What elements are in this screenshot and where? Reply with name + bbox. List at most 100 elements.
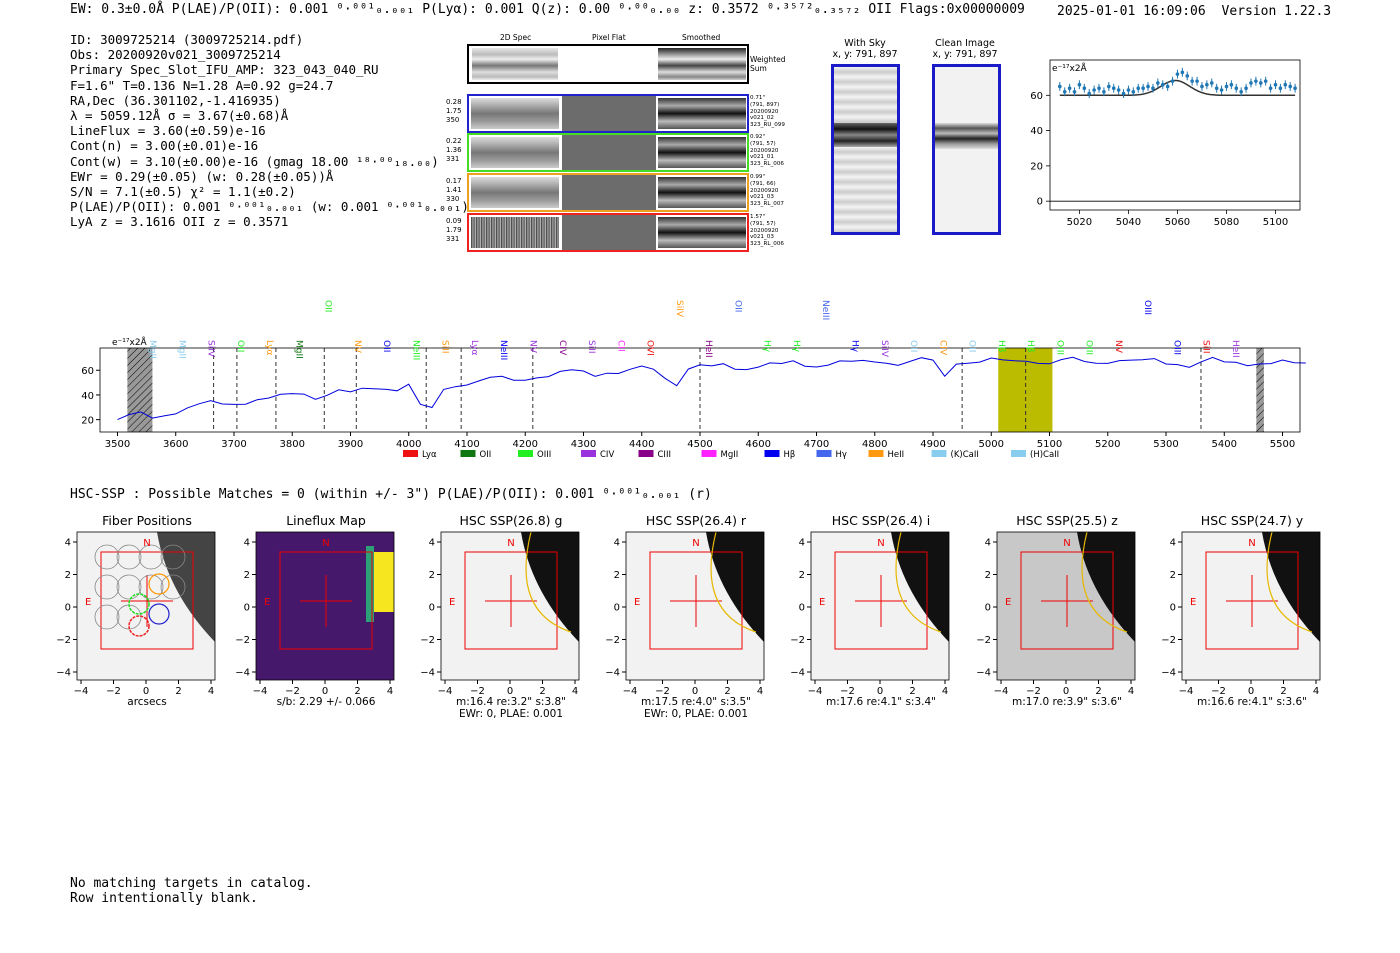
cutout-ytick-label: 4: [65, 538, 71, 549]
cutout-ytick-label: −4: [977, 668, 991, 679]
cutout-caption: s/b: 2.29 +/- 0.066: [236, 696, 416, 708]
hsc-cutout-panel: N E −4 4 −2 2 0 0 2 −2 4 −4: [421, 531, 580, 697]
cutout-xtick-label: 0: [322, 686, 328, 697]
cutout-ytick-label: −2: [791, 635, 805, 646]
footer-line: No matching targets in catalog.: [70, 876, 313, 891]
caption-line: s/b: 2.29 +/- 0.066: [276, 696, 376, 708]
legend-swatch: [931, 450, 947, 457]
emission-line-label: Lyα: [264, 340, 274, 356]
emission-line-label: NV: [528, 340, 538, 354]
cutout-xtick-label: 2: [175, 686, 181, 697]
east-label: E: [819, 597, 825, 608]
legend-swatch: [460, 450, 476, 457]
caption-line: EWr: 0, PLAE: 0.001: [643, 708, 749, 720]
cutout-row-panel: [467, 133, 749, 172]
zoom-data-point: [1136, 86, 1141, 91]
zoom-data-point: [1244, 86, 1248, 91]
cutout-info-line: v021_03: [750, 194, 774, 201]
weighted-sum-panel: [467, 44, 749, 84]
cutout-ytick-label: 4: [985, 538, 991, 549]
cutout-info-line: v021_03: [750, 234, 774, 241]
masked-region: [127, 348, 153, 432]
emission-line-label: SiIV: [206, 340, 216, 358]
zoom-data-point: [1214, 86, 1219, 91]
timestamp: 2025-01-01 16:09:06: [1057, 4, 1206, 19]
legend-label: HeII: [888, 450, 905, 460]
emission-line-label: MgII: [176, 340, 186, 359]
info-line: Obs: 20200920v021_3009725214: [70, 47, 281, 63]
east-label: E: [264, 597, 270, 608]
zoom-data-point: [1170, 79, 1175, 83]
spectrum-unit-label: e⁻¹⁷x2Å: [112, 336, 148, 348]
info-line: Primary Spec_Slot_IFU_AMP: 323_043_040_R…: [70, 62, 379, 78]
legend-label: MgII: [721, 450, 739, 460]
legend-label: CIV: [600, 450, 614, 460]
zoom-data-point: [1224, 84, 1229, 89]
ellipse-overlay: [525, 531, 572, 633]
cutout-xtick-label: 0: [877, 686, 883, 697]
cutout-stat: 0.17: [446, 177, 462, 185]
cutout-title: Fiber Positions: [102, 513, 192, 528]
bright-source: [1262, 532, 1320, 642]
info-line: Cont(n) = 3.00(±0.01)e-16: [70, 138, 259, 154]
weighted-sum-label: Weighted Sum: [750, 55, 786, 73]
info-line: S/N = 7.1(±0.5) χ² = 1.1(±0.2): [70, 183, 296, 199]
cutout-xtick-label: 0: [507, 686, 513, 697]
fiber-circle: [94, 574, 120, 600]
hsc-summary: HSC-SSP : Possible Matches = 0 (within +…: [70, 487, 712, 502]
zoom-data-point: [1268, 86, 1273, 91]
cutout-ytick-label: 2: [429, 570, 435, 581]
cutout-pixel-flat: [562, 215, 656, 250]
cutout-pixel-flat: [562, 96, 656, 131]
ellipse-overlay: [895, 531, 942, 633]
info-line: EWr = 0.29(±0.05) (w: 0.28(±0.05))Å: [70, 168, 334, 184]
emission-line-label: OIII: [1054, 340, 1064, 355]
info-line: RA,Dec (36.301102,-1.416935): [70, 92, 281, 108]
bright-source: [521, 532, 579, 642]
zoom-data-point: [1293, 86, 1297, 91]
zoom-data-point: [1082, 86, 1087, 91]
with-sky-trace: [834, 123, 897, 147]
zoom-xtick-label: 5020: [1067, 217, 1092, 228]
cutout-ytick-label: −2: [236, 635, 250, 646]
weighted-label-line: Weighted: [750, 55, 786, 64]
cutout-xtick-label: −4: [253, 686, 268, 697]
cutout-2d-spec: [471, 98, 559, 129]
zoom-data-point: [1077, 82, 1082, 87]
fiber-circle: [116, 574, 142, 600]
zoom-data-point: [1111, 86, 1116, 91]
bright-source: [1077, 532, 1135, 642]
ellipse-overlay: [1081, 531, 1128, 633]
spectrum-xtick-label: 4300: [571, 439, 596, 450]
cutout-ytick-label: 2: [614, 570, 620, 581]
fiber-circle-highlight: [128, 615, 150, 637]
zoom-data-point: [1180, 70, 1185, 75]
zoom-ytick-label: 0: [1037, 197, 1043, 208]
info-line: LineFlux = 3.60(±0.59)e-16: [70, 123, 266, 139]
legend-swatch: [764, 450, 780, 457]
cutout-title: HSC SSP(25.5) z: [1016, 513, 1118, 528]
spectrum-xtick-label: 4000: [396, 439, 421, 450]
cutout-ytick-label: −2: [977, 635, 991, 646]
north-label: N: [507, 538, 514, 549]
info-line: ID: 3009725214 (3009725214.pdf): [70, 32, 304, 47]
fiber-circle: [94, 544, 120, 570]
info-line: Cont(w) = 3.10(±0.00)e-16 (gmag 18.00 ¹⁸…: [70, 153, 439, 169]
emission-line-label: Hβ: [996, 340, 1006, 353]
legend-swatch: [403, 450, 418, 457]
cutout-ytick-label: 0: [985, 603, 991, 614]
cutout-xtick-label: 0: [143, 686, 149, 697]
cutout-info-line: (791, 897): [750, 101, 780, 108]
cutout-xtick-label: −4: [623, 686, 638, 697]
zoom-data-point: [1239, 89, 1243, 94]
emission-line-label: NeIII: [498, 340, 508, 360]
spectrum-ytick-label: 20: [81, 416, 94, 427]
zoom-data-point: [1263, 79, 1268, 83]
emission-line-label: OIII: [1084, 340, 1094, 355]
cutout-ytick-label: −2: [1162, 635, 1176, 646]
hsc-cutout-panel: N E −4 4 −2 2 0 0 2 −2 4 −4: [236, 531, 395, 697]
emission-line-label: OIII: [1142, 300, 1152, 315]
cutout-title: HSC SSP(24.7) y: [1200, 513, 1304, 528]
footer-line: Row intentionally blank.: [70, 891, 258, 906]
ellipse-overlay: [710, 531, 757, 633]
